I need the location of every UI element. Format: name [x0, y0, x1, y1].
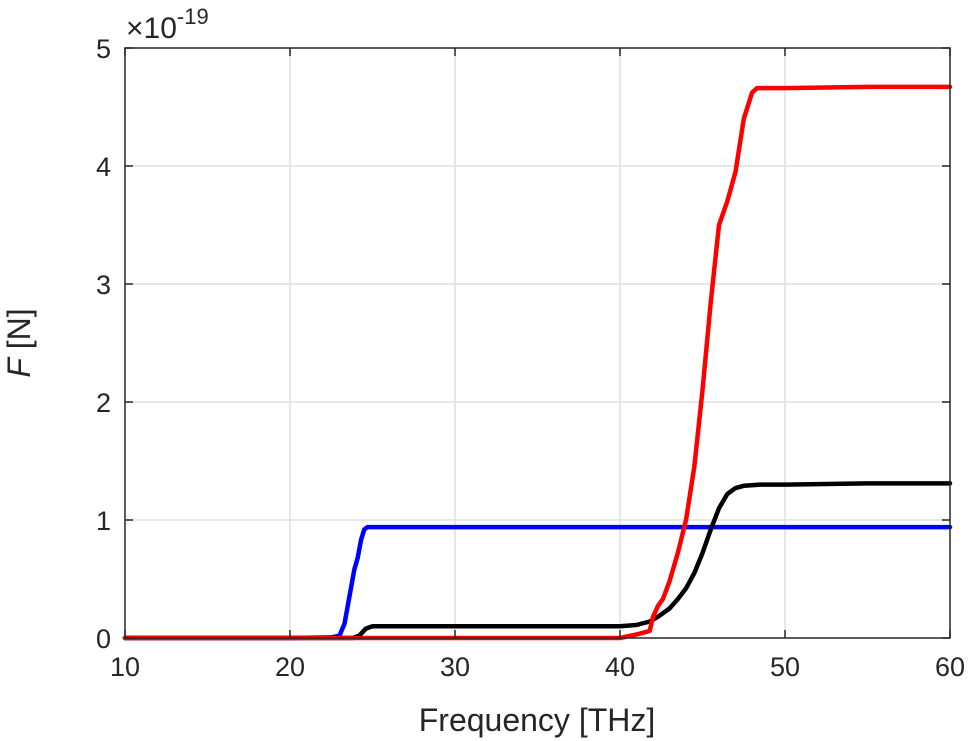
x-tick-label: 30: [440, 652, 470, 682]
y-exponent-label: ×10-19: [126, 4, 209, 45]
y-tick-label: 3: [96, 270, 111, 300]
x-axis-label: Frequency [THz]: [419, 702, 656, 738]
axes-box: [124, 47, 951, 639]
series-group: [122, 84, 953, 641]
grid: [125, 48, 950, 638]
y-tick-label: 5: [96, 34, 111, 64]
x-tick-label: 50: [770, 652, 800, 682]
y-tick-label: 2: [96, 388, 111, 418]
x-tick-label: 60: [935, 652, 965, 682]
y-tick-label: 4: [96, 152, 111, 182]
y-tick-label: 0: [96, 624, 111, 654]
x-tick-labels: 10 20 30 40 50 60: [110, 652, 965, 682]
y-axis-label: F [N]: [1, 308, 37, 377]
y-tick-labels: 0 1 2 3 4 5: [96, 34, 111, 654]
x-tick-label: 20: [275, 652, 305, 682]
x-tick-label: 40: [605, 652, 635, 682]
series-line-1: [122, 524, 953, 641]
series-line-3: [122, 84, 953, 641]
series-line-2: [122, 481, 953, 641]
y-tick-label: 1: [96, 506, 111, 536]
tick-marks: [124, 47, 951, 639]
x-tick-label: 10: [110, 652, 140, 682]
